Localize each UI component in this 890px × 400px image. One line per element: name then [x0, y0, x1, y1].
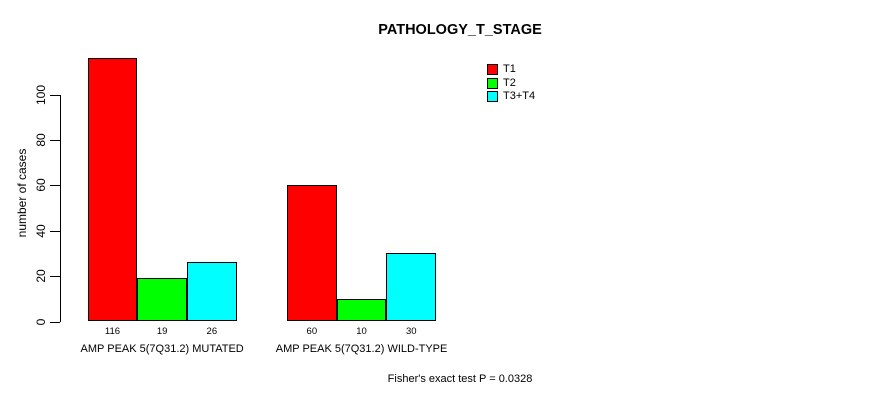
legend: T1 T2 T3+T4	[487, 64, 535, 105]
bar-t2-group1	[137, 278, 187, 322]
y-axis-tick	[50, 276, 60, 278]
legend-swatch-t2	[487, 77, 498, 89]
y-axis-label: number of cases	[15, 148, 29, 238]
bar-t3-t4-group1	[187, 262, 237, 322]
y-axis-tick-label: 60	[34, 178, 48, 192]
bar-value-label: 30	[405, 326, 417, 337]
legend-row: T2	[487, 76, 535, 89]
y-axis-line	[59, 94, 61, 322]
bar-value-label: 26	[206, 326, 218, 337]
x-axis-group-label: AMP PEAK 5(7Q31.2) WILD-TYPE	[275, 343, 448, 355]
y-axis-tick	[50, 230, 60, 232]
y-axis-tick-label: 100	[34, 84, 48, 105]
y-axis-tick-label: 80	[34, 133, 48, 147]
bar-t2-group2	[336, 298, 387, 322]
legend-label: T3+T4	[503, 90, 536, 102]
x-axis-group-label: AMP PEAK 5(7Q31.2) MUTATED	[80, 343, 244, 355]
legend-label: T1	[503, 63, 516, 75]
legend-swatch-t3-t4	[487, 91, 498, 102]
bar-value-label: 60	[306, 326, 318, 337]
y-axis-tick	[50, 321, 60, 323]
bar-value-label: 116	[104, 326, 121, 337]
y-axis-tick-label: 20	[34, 269, 48, 283]
legend-label: T2	[503, 76, 516, 89]
bar-value-label: 19	[156, 326, 168, 337]
y-axis-tick	[50, 94, 60, 96]
y-axis-tick-label: 40	[34, 224, 48, 238]
bar-t1-group1	[87, 58, 138, 322]
bar-t3-t4-group2	[386, 253, 437, 322]
legend-swatch-t1	[487, 64, 498, 75]
bar-t1-group2	[287, 185, 337, 322]
y-axis-tick-label: 0	[34, 318, 48, 325]
y-axis-tick	[50, 185, 60, 187]
chart-title: PATHOLOGY_T_STAGE	[378, 22, 542, 38]
fisher-test-annotation: Fisher's exact test P = 0.0328	[387, 373, 533, 385]
y-axis-tick	[50, 139, 60, 141]
legend-row: T3+T4	[487, 91, 535, 102]
bar-value-label: 10	[356, 326, 367, 337]
legend-row: T1	[487, 64, 535, 75]
